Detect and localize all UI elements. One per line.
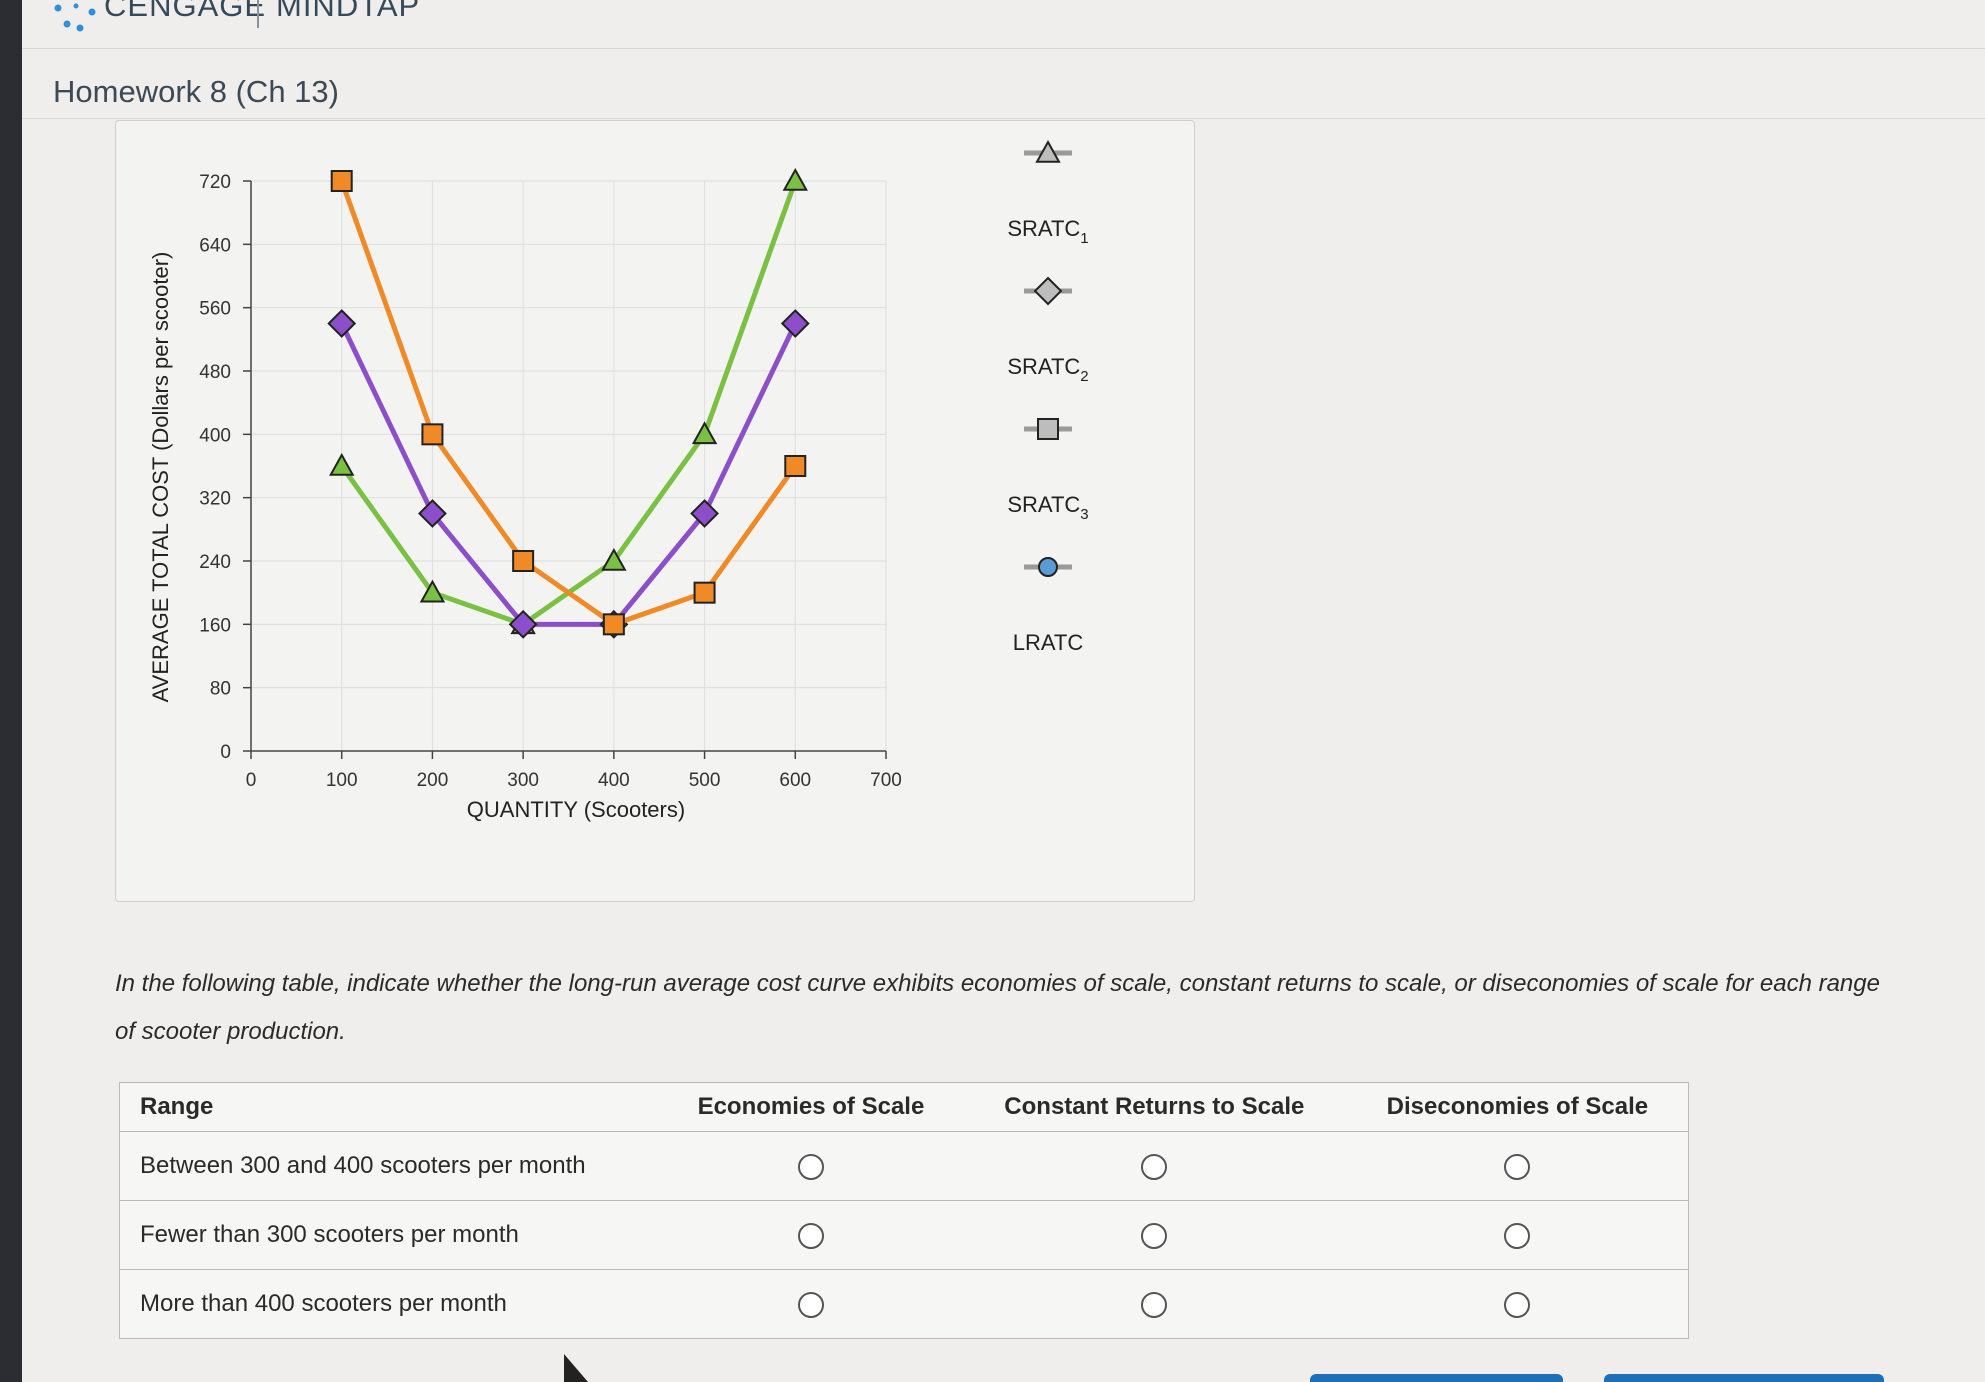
data-point-square (602, 613, 625, 636)
data-point-triangle (691, 421, 718, 445)
x-tick-label: 400 (598, 770, 630, 791)
header-economies: Economies of Scale (660, 1082, 962, 1132)
data-point-triangle (601, 547, 627, 571)
x-tick-label: 700 (870, 770, 902, 791)
radio-economies-row1[interactable] (797, 1153, 824, 1180)
legend-swatch-square (1037, 418, 1059, 440)
table-row: More than 400 scooters per month (119, 1269, 1689, 1339)
range-label: Fewer than 300 scooters per month (119, 1200, 660, 1270)
header-constant-returns: Constant Returns to Scale (961, 1082, 1347, 1132)
radio-diseconomies-row1[interactable] (1504, 1153, 1531, 1180)
radio-constant-row3[interactable] (1141, 1291, 1168, 1318)
data-point-diamond (327, 309, 357, 338)
data-point-triangle (419, 579, 446, 603)
legend: SRATC1 SRATC2 SRATC3 LRATC (1007, 139, 1089, 655)
radio-constant-row2[interactable] (1141, 1222, 1168, 1249)
x-tick-label: 500 (689, 770, 721, 791)
legend-swatch-circle (1038, 557, 1058, 577)
radio-economies-row3[interactable] (797, 1291, 824, 1318)
x-tick-label: 0 (246, 770, 257, 791)
y-tick-label: 160 (199, 615, 231, 636)
y-tick-label: 0 (220, 742, 231, 763)
table-header-row: Range Economies of Scale Constant Return… (119, 1082, 1689, 1132)
data-point-square (330, 170, 353, 192)
answer-table: Range Economies of Scale Constant Return… (119, 1082, 1689, 1339)
y-tick-label: 80 (210, 679, 231, 700)
x-tick-label: 200 (417, 770, 449, 791)
cengage-logo-icon (54, 3, 96, 32)
data-point-square (784, 455, 807, 477)
data-point-square (421, 423, 444, 446)
data-point-diamond (508, 609, 538, 639)
axes: 0 100 200 300 400 500 600 700 0 80 160 240 320 400 480… (199, 172, 902, 791)
legend-label: SRATC1 (1007, 216, 1088, 247)
data-point-diamond (780, 309, 810, 338)
x-tick-label: 100 (326, 770, 358, 791)
y-tick-label: 560 (199, 299, 231, 320)
y-tick-label: 320 (199, 489, 231, 510)
graph-panel: 0 100 200 300 400 500 600 700 0 80 160 240 320 400 480… (115, 120, 1195, 902)
y-tick-label: 240 (199, 552, 231, 573)
brand-bar: CENGAGE MINDTAP (22, 0, 1985, 49)
data-point-square (512, 550, 535, 572)
legend-swatch-diamond (1033, 276, 1063, 306)
table-row: Fewer than 300 scooters per month (119, 1200, 1689, 1270)
series-layer (327, 167, 810, 639)
legend-label: LRATC (1013, 630, 1084, 655)
radio-constant-row1[interactable] (1141, 1153, 1168, 1180)
data-point-triangle (329, 452, 355, 476)
grid-lines (250, 180, 887, 752)
question-prompt: In the following table, indicate whether… (115, 970, 1880, 1045)
radio-economies-row2[interactable] (797, 1222, 824, 1249)
title-divider (22, 118, 1985, 119)
radio-diseconomies-row2[interactable] (1504, 1222, 1531, 1249)
x-axis-label: QUANTITY (Scooters) (467, 797, 685, 822)
header-diseconomies: Diseconomies of Scale (1346, 1082, 1689, 1132)
y-axis-label: AVERAGE TOTAL COST (Dollars per scooter) (148, 252, 173, 703)
header-range: Range (119, 1082, 660, 1132)
secondary-action-button[interactable] (1604, 1374, 1884, 1382)
y-tick-label: 720 (199, 172, 231, 193)
legend-label: SRATC3 (1007, 492, 1088, 523)
legend-label: SRATC2 (1007, 354, 1088, 385)
x-tick-label: 600 (779, 770, 811, 791)
primary-action-button[interactable] (1310, 1374, 1563, 1382)
data-point-diamond (690, 499, 719, 528)
screen: CENGAGE MINDTAP Homework 8 (Ch 13) 0 100 2… (22, 0, 1985, 1382)
mouse-pointer-icon (564, 1354, 588, 1382)
y-tick-label: 480 (199, 362, 231, 383)
page-title: Homework 8 (Ch 13) (53, 74, 339, 109)
range-label: Between 300 and 400 scooters per month (119, 1131, 660, 1201)
y-tick-label: 400 (199, 425, 231, 446)
data-point-square (693, 581, 716, 604)
cost-curves-chart: 0 100 200 300 400 500 600 700 0 80 160 240 320 400 480… (148, 139, 1089, 822)
data-point-triangle (782, 167, 808, 191)
data-point-diamond (418, 499, 447, 528)
x-tick-label: 300 (507, 770, 539, 791)
series-line-3 (339, 180, 798, 627)
product-name: MINDTAP (276, 0, 421, 23)
brand-divider (257, 0, 259, 28)
legend-swatch-triangle (1035, 139, 1061, 163)
series-line-2 (339, 322, 798, 627)
table-row: Between 300 and 400 scooters per month (119, 1131, 1689, 1201)
radio-diseconomies-row3[interactable] (1504, 1291, 1531, 1318)
brand-name: CENGAGE (104, 0, 267, 23)
y-tick-label: 640 (199, 235, 231, 256)
range-label: More than 400 scooters per month (119, 1269, 660, 1339)
